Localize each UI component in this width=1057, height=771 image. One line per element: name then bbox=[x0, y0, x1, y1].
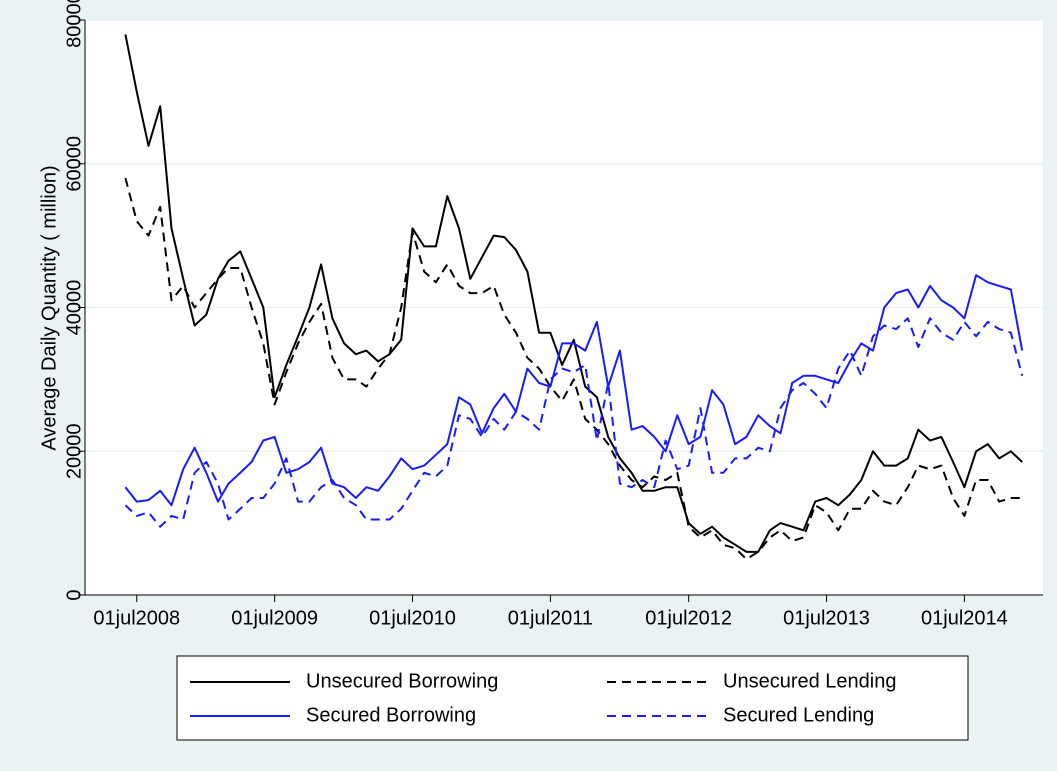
y-tick-label: 80000 bbox=[63, 0, 85, 48]
x-tick-label: 01jul2011 bbox=[508, 607, 593, 629]
legend-box bbox=[176, 655, 969, 741]
x-tick-label: 01jul2012 bbox=[645, 607, 732, 629]
y-tick-label: 40000 bbox=[63, 280, 85, 336]
series-line bbox=[124, 274, 1024, 507]
y-axis-title: Average Daily Quantity ( million) bbox=[38, 165, 60, 450]
series-line bbox=[124, 34, 1023, 553]
series-line bbox=[124, 177, 1023, 561]
y-tick-label: 20000 bbox=[63, 423, 85, 479]
legend-label: Secured Borrowing bbox=[306, 704, 476, 726]
x-tick-label: 01jul2008 bbox=[93, 607, 180, 629]
legend-label: Unsecured Borrowing bbox=[306, 670, 498, 692]
x-tick-label: 01jul2010 bbox=[369, 607, 456, 629]
series-line bbox=[124, 317, 1024, 528]
x-tick-label: 01jul2009 bbox=[231, 607, 318, 629]
x-tick-label: 01jul2014 bbox=[921, 607, 1008, 629]
y-tick-label: 0 bbox=[63, 589, 85, 600]
x-tick-label: 01jul2013 bbox=[783, 607, 870, 629]
legend-label: Unsecured Lending bbox=[723, 670, 896, 692]
legend-label: Secured Lending bbox=[723, 704, 874, 726]
y-tick-label: 60000 bbox=[63, 136, 85, 192]
